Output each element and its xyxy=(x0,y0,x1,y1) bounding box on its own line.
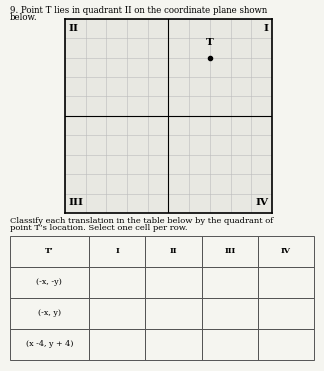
Text: IV: IV xyxy=(281,247,291,255)
Text: (-x, -y): (-x, -y) xyxy=(36,278,62,286)
Text: I: I xyxy=(115,247,119,255)
Text: III: III xyxy=(224,247,236,255)
Text: II: II xyxy=(69,24,79,33)
Text: (x -4, y + 4): (x -4, y + 4) xyxy=(26,340,73,348)
Text: point T’s location. Select one cell per row.: point T’s location. Select one cell per … xyxy=(10,224,187,233)
Text: III: III xyxy=(69,198,84,207)
Text: T’: T’ xyxy=(45,247,54,255)
Text: T: T xyxy=(206,38,214,47)
Text: (-x, y): (-x, y) xyxy=(38,309,61,317)
Text: II: II xyxy=(170,247,177,255)
Text: Classify each translation in the table below by the quadrant of: Classify each translation in the table b… xyxy=(10,217,273,225)
Text: I: I xyxy=(263,24,268,33)
Text: 9. Point T lies in quadrant II on the coordinate plane shown: 9. Point T lies in quadrant II on the co… xyxy=(10,6,267,14)
Text: IV: IV xyxy=(255,198,268,207)
Text: below.: below. xyxy=(10,13,37,22)
